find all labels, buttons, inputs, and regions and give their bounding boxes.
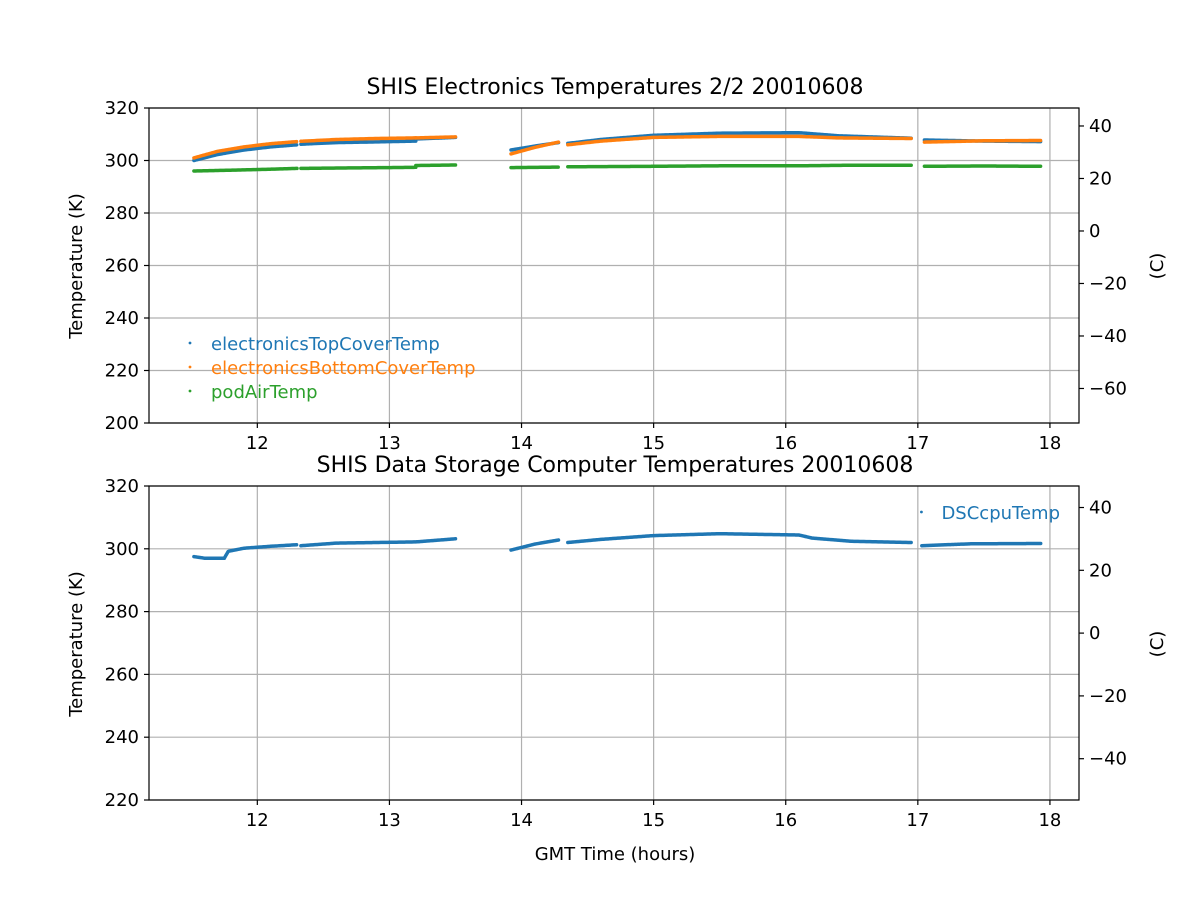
y-tick-label: 320 [105, 98, 139, 119]
y-tick-label: 300 [105, 151, 139, 172]
y-tick-label: 320 [105, 476, 139, 497]
x-tick-label: 14 [510, 433, 533, 454]
series-segment [566, 531, 913, 545]
series-segment [566, 134, 913, 147]
y-right-tick-label: 20 [1089, 168, 1112, 189]
y-axis-label-left: Temperature (K) [66, 571, 87, 718]
y-tick-label: 240 [105, 727, 139, 748]
series-electronicsBottomCoverTemp [192, 134, 1043, 160]
y-right-tick-label: 20 [1089, 560, 1112, 581]
series-segment [414, 135, 458, 140]
legend-marker [188, 389, 192, 393]
series-segment [414, 163, 458, 168]
x-axis-label: GMT Time (hours) [535, 844, 696, 865]
series-segment [509, 140, 561, 156]
series-segment [192, 143, 299, 163]
y-right-tick-label: −20 [1089, 686, 1127, 707]
series-segment [299, 136, 418, 144]
legend-marker [920, 510, 923, 514]
x-tick-label: 12 [246, 433, 269, 454]
panel-electronics-temperatures: SHIS Electronics Temperatures 2/2 200106… [66, 75, 1168, 454]
series-segment [299, 165, 418, 171]
y-right-tick-label: 0 [1089, 623, 1100, 644]
legend: DSCcpuTemp [920, 503, 1060, 524]
y-right-tick-label: −20 [1089, 273, 1127, 294]
y-right-tick-label: 40 [1089, 116, 1112, 137]
legend: electronicsTopCoverTemp electronicsBottom… [188, 334, 476, 403]
legend-marker [188, 341, 192, 345]
chart-title: SHIS Electronics Temperatures 2/2 200106… [366, 75, 863, 100]
legend-marker [188, 365, 192, 369]
x-tick-label: 17 [906, 433, 929, 454]
x-tick-label: 14 [510, 810, 533, 831]
y-right-tick-label: −60 [1089, 378, 1127, 399]
legend-label: DSCcpuTemp [941, 503, 1060, 524]
x-tick-label: 18 [1038, 433, 1061, 454]
x-tick-label: 16 [774, 433, 797, 454]
series-segment [920, 541, 1043, 548]
y-tick-label: 280 [105, 203, 139, 224]
series-segment [299, 139, 418, 146]
y-tick-label: 220 [105, 790, 139, 811]
chart-title: SHIS Data Storage Computer Temperatures … [317, 453, 914, 478]
x-tick-label: 17 [906, 810, 929, 831]
series-DSCcpuTemp [192, 531, 1043, 560]
x-tick-label: 13 [378, 810, 401, 831]
series-segment [299, 537, 458, 548]
series-segment [509, 538, 561, 552]
series-segment [509, 165, 561, 170]
legend-label: electronicsBottomCoverTemp [211, 358, 476, 379]
y-axis-label-right: (C) [1147, 631, 1168, 658]
x-tick-label: 15 [642, 810, 665, 831]
y-tick-label: 260 [105, 256, 139, 277]
x-tick-label: 18 [1038, 810, 1061, 831]
series-segment [922, 138, 1043, 144]
y-tick-label: 260 [105, 664, 139, 685]
x-tick-label: 13 [378, 433, 401, 454]
series-segment [192, 542, 299, 560]
x-tick-label: 12 [246, 810, 269, 831]
y-tick-label: 200 [105, 413, 139, 434]
y-axis-label-right: (C) [1147, 253, 1168, 280]
series-segment [566, 163, 913, 169]
series-segment [192, 139, 299, 160]
y-tick-label: 300 [105, 539, 139, 560]
y-axis-label-left: Temperature (K) [66, 193, 87, 340]
y-tick-label: 280 [105, 602, 139, 623]
y-right-tick-label: 0 [1089, 221, 1100, 242]
series-segment [192, 166, 299, 173]
panel-dsc-temperatures: SHIS Data Storage Computer Temperatures … [66, 453, 1168, 865]
y-right-tick-label: −40 [1089, 326, 1127, 347]
series-podAirTemp [192, 163, 1043, 173]
x-tick-label: 15 [642, 433, 665, 454]
x-tick-label: 16 [774, 810, 797, 831]
y-right-tick-label: 40 [1089, 498, 1112, 519]
legend-label: podAirTemp [211, 382, 318, 403]
y-tick-label: 220 [105, 361, 139, 382]
axes-frame [148, 485, 1080, 801]
legend-label: electronicsTopCoverTemp [211, 334, 440, 355]
y-tick-label: 240 [105, 308, 139, 329]
y-right-tick-label: −40 [1089, 749, 1127, 770]
